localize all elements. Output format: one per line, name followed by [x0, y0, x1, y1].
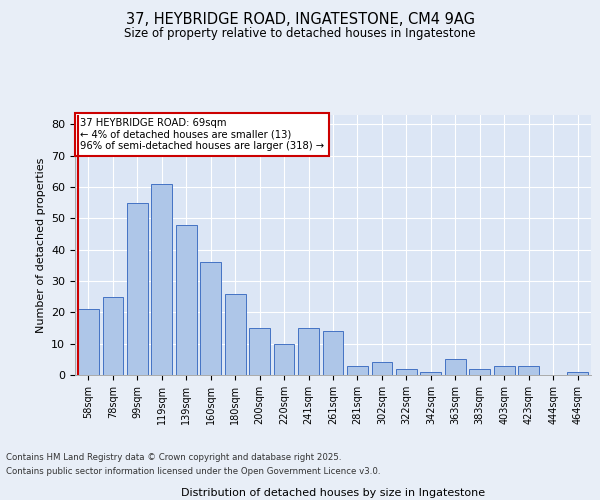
Bar	[78, 309, 99, 375]
Bar	[151, 184, 172, 375]
Bar	[347, 366, 368, 375]
Bar	[274, 344, 295, 375]
Bar	[176, 224, 197, 375]
Text: 37, HEYBRIDGE ROAD, INGATESTONE, CM4 9AG: 37, HEYBRIDGE ROAD, INGATESTONE, CM4 9AG	[125, 12, 475, 28]
Bar	[518, 366, 539, 375]
Text: 37 HEYBRIDGE ROAD: 69sqm
← 4% of detached houses are smaller (13)
96% of semi-de: 37 HEYBRIDGE ROAD: 69sqm ← 4% of detache…	[80, 118, 324, 151]
Bar	[127, 202, 148, 375]
Text: Size of property relative to detached houses in Ingatestone: Size of property relative to detached ho…	[124, 28, 476, 40]
Text: Contains public sector information licensed under the Open Government Licence v3: Contains public sector information licen…	[6, 467, 380, 476]
Bar	[494, 366, 515, 375]
Bar	[225, 294, 245, 375]
Text: Contains HM Land Registry data © Crown copyright and database right 2025.: Contains HM Land Registry data © Crown c…	[6, 454, 341, 462]
Bar	[567, 372, 588, 375]
Bar	[396, 368, 417, 375]
Bar	[249, 328, 270, 375]
Bar	[469, 368, 490, 375]
Y-axis label: Number of detached properties: Number of detached properties	[35, 158, 46, 332]
Bar	[103, 296, 123, 375]
Bar	[445, 360, 466, 375]
Bar	[298, 328, 319, 375]
Text: Distribution of detached houses by size in Ingatestone: Distribution of detached houses by size …	[181, 488, 485, 498]
Bar	[323, 331, 343, 375]
Bar	[371, 362, 392, 375]
Bar	[421, 372, 441, 375]
Bar	[200, 262, 221, 375]
